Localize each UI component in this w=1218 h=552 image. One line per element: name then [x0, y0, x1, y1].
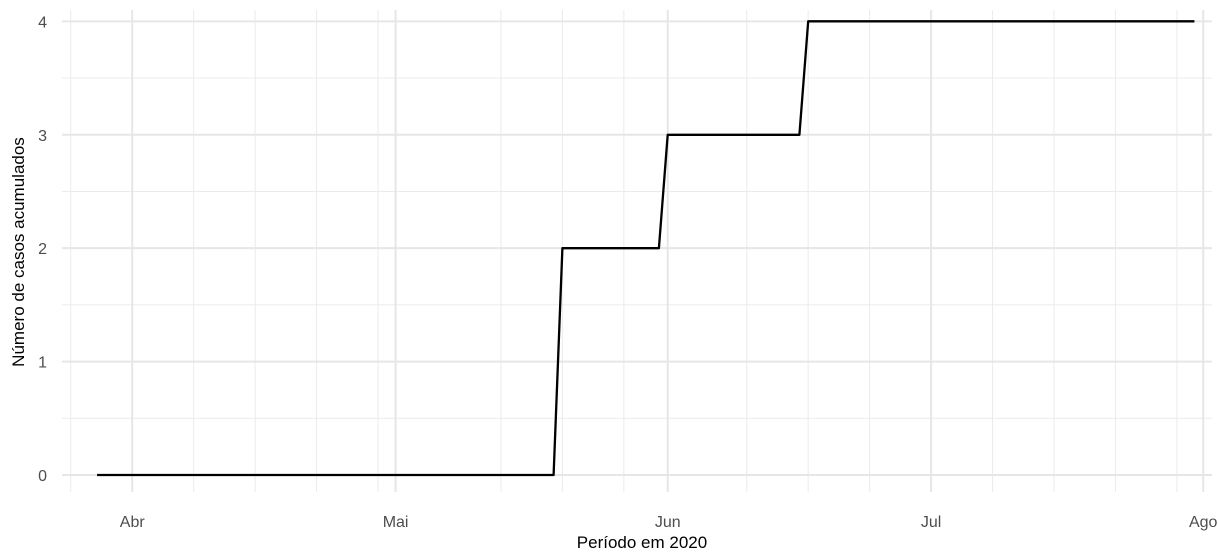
y-tick-label: 0	[38, 468, 47, 485]
y-tick-label: 1	[38, 355, 47, 372]
y-tick-labels: 0 1 2 3 4	[38, 14, 47, 485]
x-tick-label: Jun	[655, 514, 681, 531]
y-tick-label: 4	[38, 14, 47, 31]
x-tick-label: Jul	[921, 514, 941, 531]
x-tick-label: Abr	[120, 514, 146, 531]
x-tick-labels: Abr Mai Jun Jul Ago	[120, 514, 1218, 531]
x-axis-title: Período em 2020	[577, 533, 707, 552]
y-tick-label: 3	[38, 128, 47, 145]
minor-gridlines	[62, 10, 1212, 492]
series-layer	[97, 20, 1195, 477]
y-tick-label: 2	[38, 241, 47, 258]
series-line	[97, 20, 1195, 477]
x-tick-label: Mai	[383, 514, 409, 531]
y-axis-title: Número de casos acumulados	[9, 137, 28, 367]
x-tick-label: Ago	[1189, 514, 1218, 531]
